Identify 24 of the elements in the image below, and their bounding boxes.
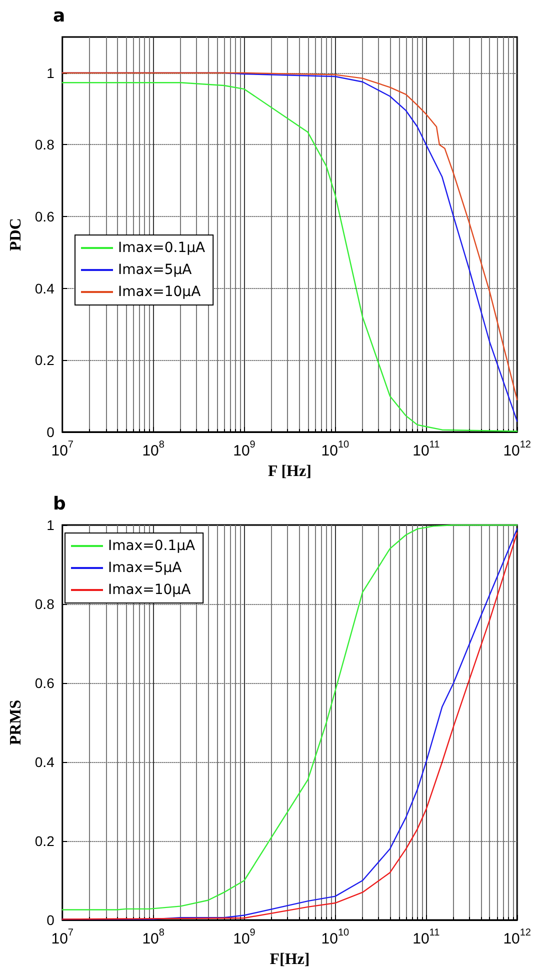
legend-label: Imax=0.1µA [118,240,206,256]
y-tick-label: 0.4 [34,754,55,770]
y-tick-label: 0.2 [34,833,55,849]
y-tick-label: 0.6 [34,675,55,691]
y-tick-label: 0.8 [34,136,55,153]
y-tick-label: 0.6 [34,208,55,225]
legend-label: Imax=10µA [108,582,192,598]
y-tick-label: 1 [46,517,55,533]
y-tick-label: 0.2 [34,352,55,368]
legend-label: Imax=0.1µA [108,538,196,554]
y-tick-label: 0 [46,424,55,440]
legend-label: Imax=10µA [118,284,202,300]
y-tick-label: 0.4 [34,280,55,296]
chart-title: a [53,6,66,26]
x-axis-title: F[Hz] [270,950,310,968]
y-axis-title: PDC [8,218,24,251]
y-axis-title: PRMS [8,700,24,746]
legend-label: Imax=5µA [118,262,192,278]
legend-label: Imax=5µA [108,560,182,576]
chart-title: b [53,494,66,514]
y-tick-label: 1 [46,64,55,81]
y-tick-label: 0 [46,912,55,928]
y-tick-label: 0.8 [34,596,55,612]
x-axis-title: F [Hz] [268,462,312,480]
